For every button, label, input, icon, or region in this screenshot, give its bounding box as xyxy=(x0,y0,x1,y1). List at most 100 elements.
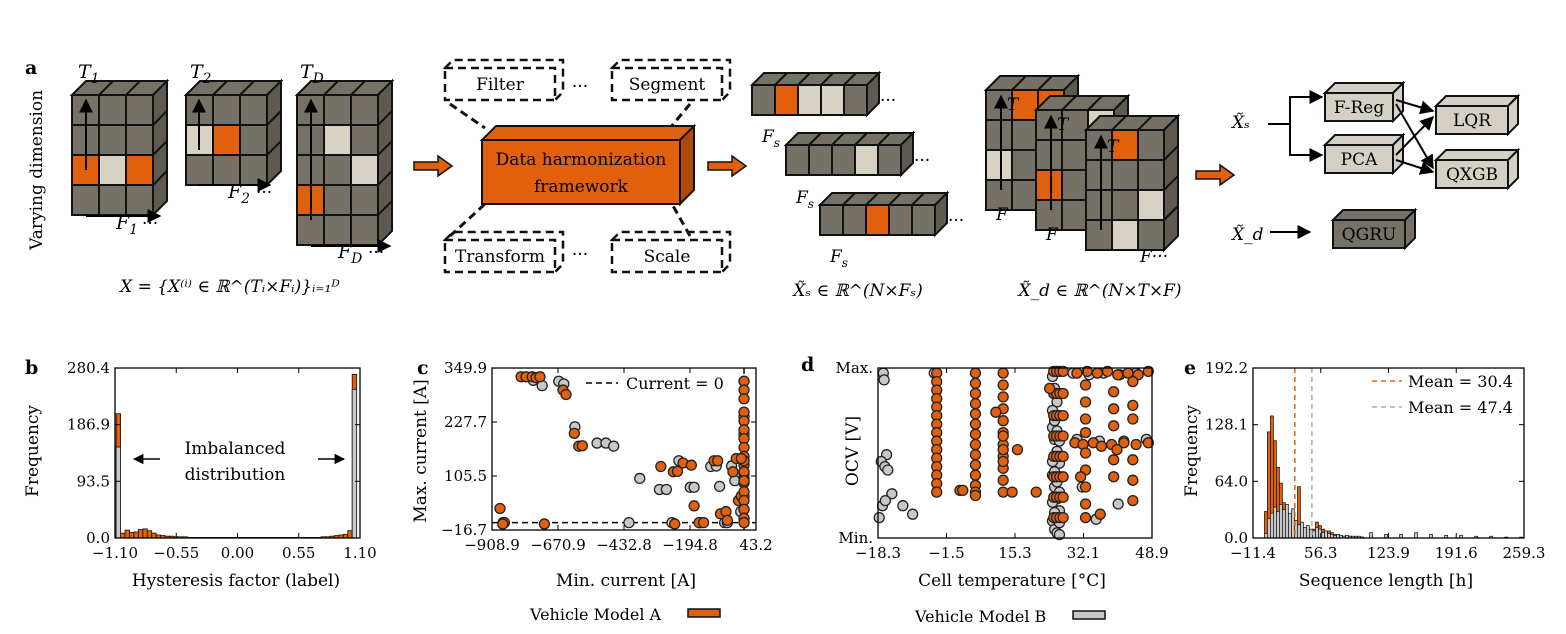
e-xtick-label: −11.4 xyxy=(1230,544,1276,562)
cube-cell xyxy=(323,184,352,216)
bar-model-a xyxy=(129,532,135,539)
panel-b-label: b xyxy=(25,357,38,379)
point-model-a xyxy=(969,438,982,451)
point-model-a xyxy=(655,460,667,473)
point-model-a xyxy=(1030,486,1042,498)
legend-model-a-swatch xyxy=(687,608,721,618)
cube-cell xyxy=(808,144,833,176)
cube-cell xyxy=(350,184,379,216)
bar-model-b xyxy=(1300,521,1304,539)
model-box-front xyxy=(1435,105,1509,135)
arrow-pca-qxgb xyxy=(1395,159,1435,175)
bar-model-b xyxy=(1279,504,1283,539)
point-model-a xyxy=(1071,367,1083,379)
point-model-a xyxy=(576,440,589,452)
cube-cell xyxy=(1137,159,1165,191)
cube-cell xyxy=(819,204,844,236)
b-ytick-label: 280.4 xyxy=(67,359,110,377)
point-model-a xyxy=(1011,443,1024,456)
cube-top-grid xyxy=(125,80,141,96)
row-ellipsis: ··· xyxy=(948,211,964,231)
d-xtick-label: 15.3 xyxy=(998,544,1031,562)
pca-box: PCA xyxy=(1322,132,1406,176)
cube-top-face xyxy=(1083,115,1181,131)
cube-cell xyxy=(185,154,214,186)
model-box-top xyxy=(1330,209,1418,221)
e-xtick-label: 123.9 xyxy=(1367,544,1410,562)
point-model-a xyxy=(712,455,724,467)
cube-cell xyxy=(820,84,845,116)
point-model-a xyxy=(1079,413,1092,425)
point-model-a xyxy=(688,500,700,512)
stage-arrow-1 xyxy=(413,154,454,178)
bar-model-b xyxy=(1369,532,1373,539)
point-model-a xyxy=(1057,430,1069,442)
cube-side-grid xyxy=(1163,205,1179,221)
point-model-a xyxy=(568,427,580,440)
point-model-a xyxy=(1127,454,1139,466)
point-model-a xyxy=(1108,471,1120,483)
point-model-a xyxy=(1112,369,1124,381)
bar-model-a xyxy=(124,529,130,539)
scale-box: Scale xyxy=(609,230,732,274)
legend-mean-a: Mean = 30.4 xyxy=(1408,372,1513,391)
connector-dash xyxy=(668,103,692,129)
point-model-a xyxy=(969,489,982,502)
point-model-a xyxy=(538,518,551,530)
cube-cell xyxy=(1061,139,1089,171)
panel-c-ylabel: Max. current [A] xyxy=(411,379,431,522)
cube-cell xyxy=(98,94,127,126)
point-model-a xyxy=(1057,409,1069,422)
point-model-a xyxy=(671,465,684,478)
ellipsis: ··· xyxy=(368,243,384,263)
panel-b-xlabel: Hysteresis factor (label) xyxy=(132,571,340,591)
varying-dimension-label: Varying dimension xyxy=(27,90,47,251)
bar-model-b xyxy=(351,389,358,539)
cube-top-grid xyxy=(323,80,339,96)
point-model-b xyxy=(882,464,894,476)
point-model-b xyxy=(886,488,898,500)
cube-cell xyxy=(350,154,379,186)
bar-model-b xyxy=(1303,527,1307,539)
cube-top-grid xyxy=(1061,95,1077,111)
cube-side-grid xyxy=(266,140,282,156)
cube-cell xyxy=(1011,179,1039,211)
time-label-D: TD xyxy=(300,61,324,87)
panel-e-ylabel: Frequency xyxy=(1182,405,1202,497)
feature-label-2: F2 xyxy=(227,181,250,207)
cube-cell xyxy=(985,119,1013,151)
cube-cell xyxy=(1061,199,1089,231)
pca-box-label: PCA xyxy=(1341,150,1378,170)
dynamic-tensor-3 xyxy=(1083,113,1181,253)
feature-label-1: F1 xyxy=(115,212,138,238)
bar-model-b xyxy=(1264,533,1268,539)
bar-model-b xyxy=(1276,511,1280,539)
cube-cell xyxy=(125,184,154,216)
point-model-b xyxy=(660,483,673,496)
cube-cell xyxy=(350,214,379,246)
dataset-formula: X = {X⁽ⁱ⁾ ∈ ℝ^(Tᵢ×Fᵢ)}ᵢ₌₁ᴰ xyxy=(118,277,340,297)
point-model-a xyxy=(969,428,982,440)
bar-model-b xyxy=(1270,512,1274,539)
filter-ellipsis: ··· xyxy=(572,77,588,97)
static-row-2 xyxy=(783,130,916,178)
panel-e-label: e xyxy=(1184,357,1196,379)
framework-top xyxy=(479,125,697,141)
cube-top-face xyxy=(783,132,916,146)
point-model-a xyxy=(1118,437,1130,449)
freg-box-label: F-Reg xyxy=(1334,98,1385,118)
d-xtick-label: 32.1 xyxy=(1067,544,1100,562)
f-label: F xyxy=(1045,225,1059,245)
cube-cell xyxy=(785,144,810,176)
e-xtick-label: 259.3 xyxy=(1503,544,1546,562)
cube-top-grid xyxy=(797,72,811,86)
point-model-a xyxy=(1108,420,1120,432)
cube-top-grid xyxy=(865,192,879,206)
cube-cell xyxy=(350,124,379,156)
t-label: T xyxy=(1107,137,1120,157)
point-model-a xyxy=(1079,481,1092,493)
bar-model-a xyxy=(146,530,153,539)
svg-text:Scale: Scale xyxy=(644,247,691,267)
